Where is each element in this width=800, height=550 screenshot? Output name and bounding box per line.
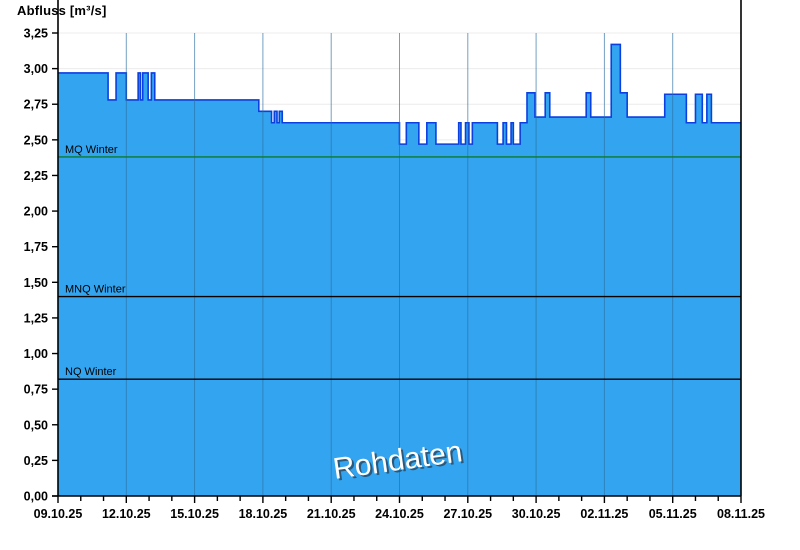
y-tick-label: 0,75 — [24, 383, 48, 397]
y-tick-label: 1,75 — [24, 240, 48, 254]
x-tick-label: 08.11.25 — [717, 507, 765, 521]
threshold-label: MQ Winter — [65, 144, 118, 156]
y-tick-label: 3,25 — [24, 27, 48, 41]
x-tick-label: 09.10.25 — [34, 507, 83, 521]
y-axis-ticks: 0,00 0,25 0,50 0,75 1,00 1,25 1,50 1,75 2,00 2,25… — [24, 27, 58, 504]
chart-title: Abfluss [m³/s] — [17, 3, 107, 18]
y-tick-label: 0,50 — [24, 418, 48, 432]
x-tick-label: 18.10.25 — [239, 507, 288, 521]
y-tick-label: 0,25 — [24, 454, 48, 468]
y-tick-label: 1,50 — [24, 276, 48, 290]
y-tick-label: 0,00 — [24, 490, 48, 504]
x-tick-label: 12.10.25 — [102, 507, 151, 521]
y-tick-label: 2,25 — [24, 169, 48, 183]
x-tick-label: 24.10.25 — [375, 507, 424, 521]
x-tick-label: 21.10.25 — [307, 507, 356, 521]
x-tick-label: 05.11.25 — [649, 507, 697, 521]
y-tick-label: 2,50 — [24, 133, 48, 147]
x-tick-label: 30.10.25 — [512, 507, 561, 521]
x-tick-label: 15.10.25 — [170, 507, 219, 521]
threshold-lines — [58, 156, 741, 380]
y-tick-label: 1,00 — [24, 347, 48, 361]
y-tick-label: 2,75 — [24, 98, 48, 112]
y-tick-label: 2,00 — [24, 205, 48, 219]
threshold-labels: MQ Winter MNQ Winter NQ Winter — [65, 144, 126, 378]
y-tick-label: 3,00 — [24, 62, 48, 76]
x-tick-label: 27.10.25 — [443, 507, 492, 521]
x-tick-label: 02.11.25 — [580, 507, 628, 521]
x-axis-ticks: 09.10.25 12.10.25 15.10.25 18.10.25 21.10.25… — [34, 496, 765, 521]
axes — [52, 0, 742, 497]
threshold-label: NQ Winter — [65, 366, 117, 378]
series-area — [58, 33, 742, 497]
threshold-label: MNQ Winter — [65, 284, 126, 296]
y-tick-label: 1,25 — [24, 311, 48, 325]
